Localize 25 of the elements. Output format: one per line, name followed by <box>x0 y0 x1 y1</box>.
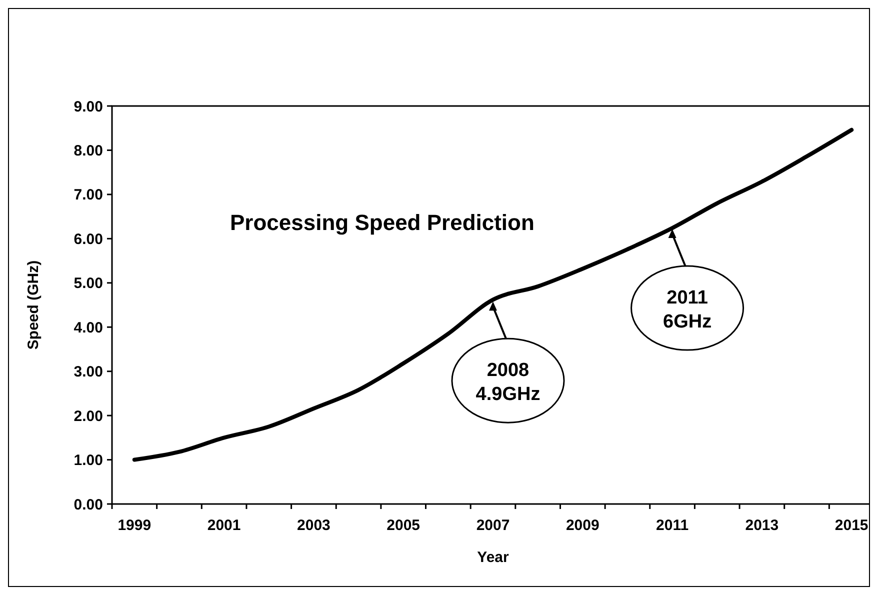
y-tick-label: 1.00 <box>74 452 103 470</box>
y-tick-label: 8.00 <box>74 142 103 160</box>
x-tick-label: 2001 <box>207 517 241 534</box>
y-tick-label: 6.00 <box>74 230 103 248</box>
y-axis-title: Speed (GHz) <box>25 260 42 350</box>
line-series <box>132 128 854 462</box>
x-tick-label: 2007 <box>476 517 510 534</box>
x-axis-title: Year <box>477 549 510 566</box>
x-tick-label: 2015 <box>834 517 868 534</box>
y-tick-label: 5.00 <box>74 275 103 292</box>
x-tick-label: 2005 <box>386 517 420 534</box>
y-tick-label: 0.00 <box>74 496 103 514</box>
y-tick-label: 9.00 <box>74 98 103 116</box>
annotation: 2011 6GHz <box>663 288 712 333</box>
annotation: 2008 4.9GHz <box>476 360 540 406</box>
x-tick-label: 1999 <box>118 517 152 534</box>
x-tick-label: 2009 <box>566 517 600 534</box>
text: Processing Speed Prediction <box>230 210 534 235</box>
x-tick-label: 2013 <box>745 517 779 534</box>
y-tick-label: 7.00 <box>74 186 103 204</box>
y-tick-label: 4.00 <box>74 319 103 336</box>
x-tick-label: 2011 <box>656 517 689 534</box>
y-tick-label: 2.00 <box>74 408 103 425</box>
x-tick-label: 2003 <box>297 517 330 534</box>
y-tick-label: 3.00 <box>74 364 103 381</box>
